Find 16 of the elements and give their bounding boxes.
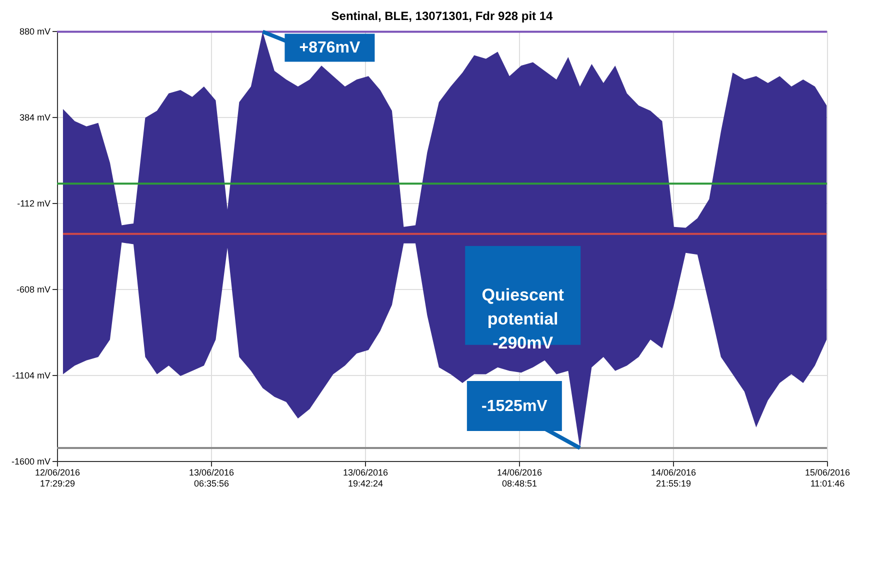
x-tick-label: 14/06/2016 08:48:51	[496, 468, 542, 488]
y-tick-label: 384 mV	[19, 112, 50, 122]
y-tick-label: -1104 mV	[12, 370, 50, 380]
y-tick-label: -608 mV	[16, 284, 50, 294]
annotation: +876mV	[299, 40, 361, 57]
chart-title: Sentinal, BLE, 13071301, Fdr 928 pit 14	[331, 9, 554, 23]
y-tick-label: -1600 mV	[11, 456, 50, 466]
x-tick-label: 15/06/2016 11:01:46	[804, 468, 850, 488]
y-tick-label: -112 mV	[17, 198, 50, 208]
x-tick-label: 14/06/2016 21:55:19	[650, 468, 696, 488]
annotation: -1525mV	[482, 398, 548, 415]
x-tick-label: 13/06/2016 06:35:56	[188, 468, 234, 488]
annotation: Quiescent potential -290mV	[482, 285, 564, 352]
x-tick-label: 12/06/2016 17:29:29	[34, 468, 80, 488]
y-tick-label: 880 mV	[19, 26, 50, 36]
x-tick-label: 13/06/2016 19:42:24	[342, 468, 388, 488]
